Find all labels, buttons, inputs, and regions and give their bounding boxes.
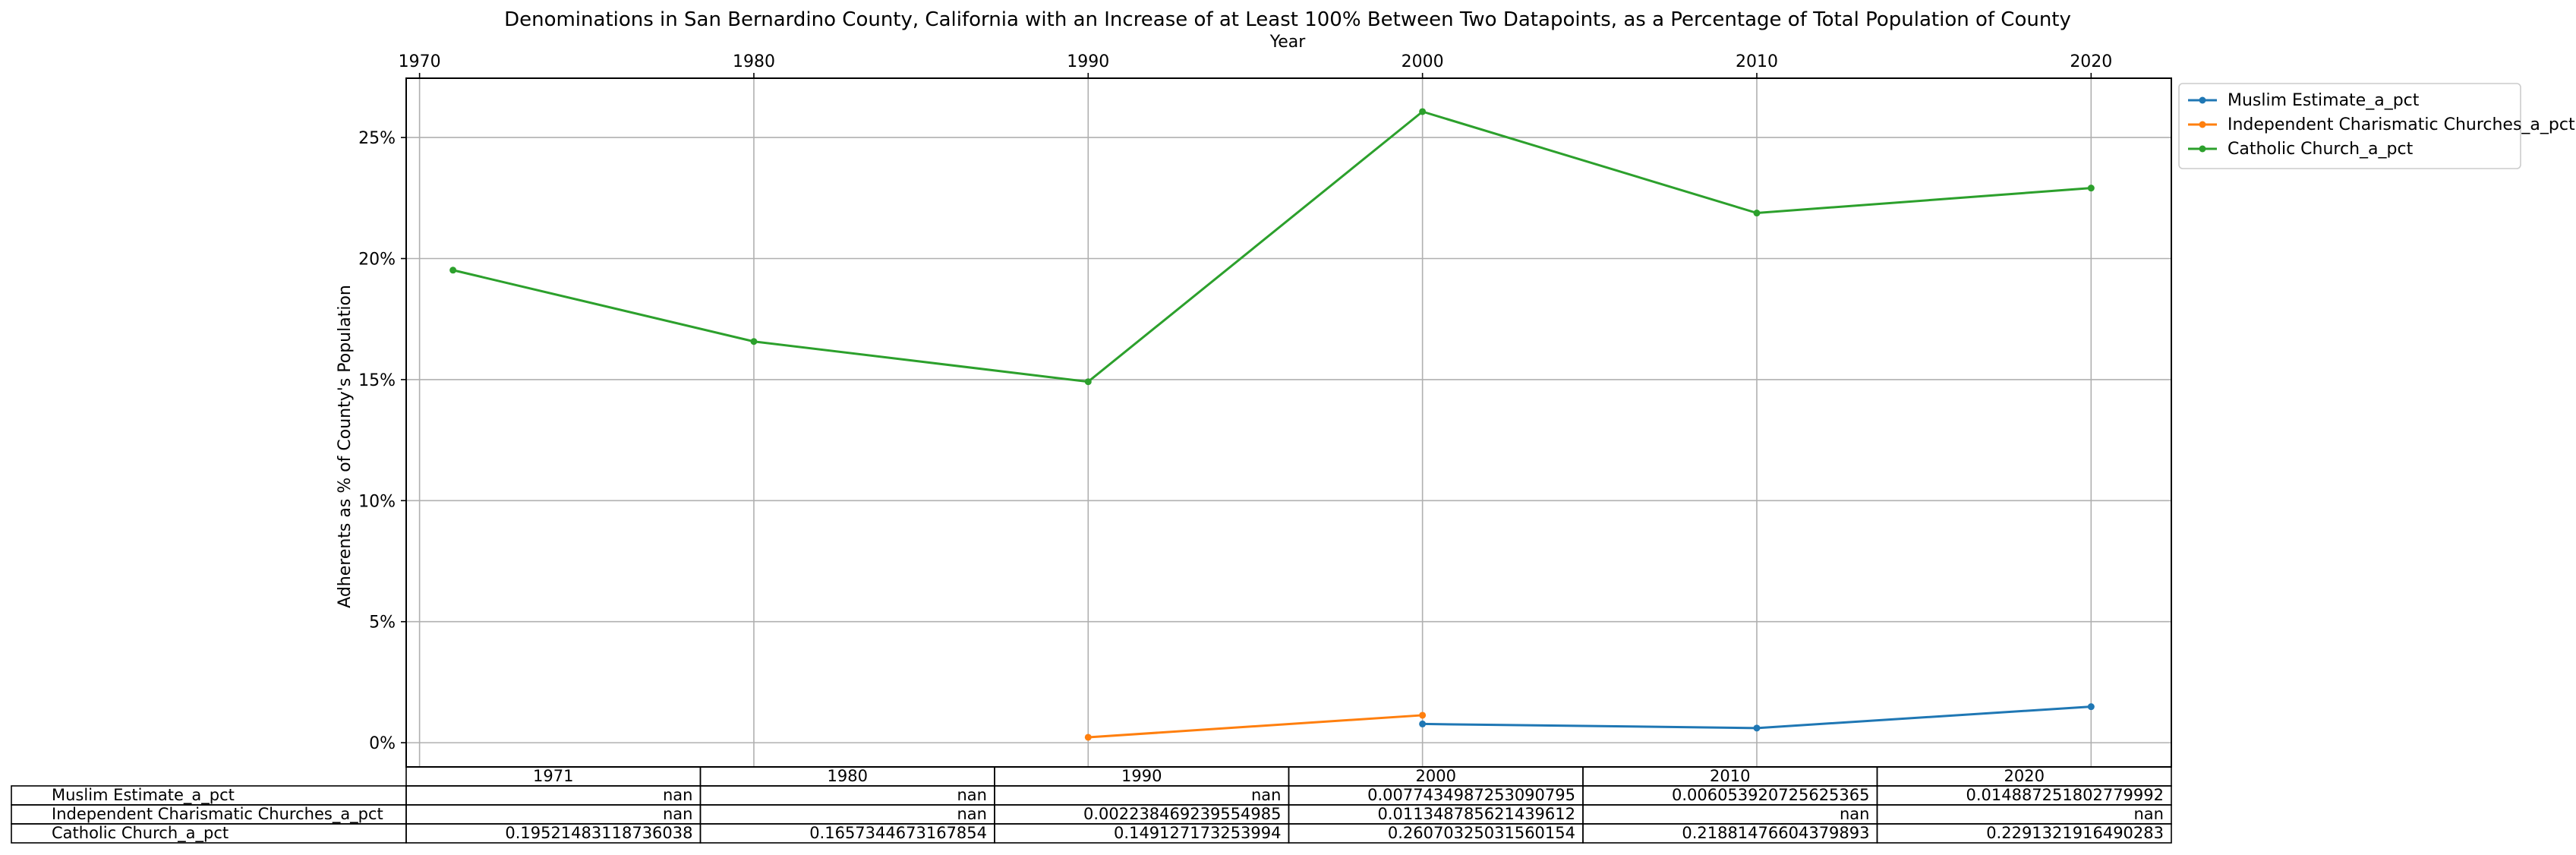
table-cell-value: 0.1657344673167854 [809, 824, 987, 842]
data-point [750, 338, 758, 345]
y-tick-label: 5% [369, 614, 396, 633]
legend-label: Muslim Estimate_a_pct [2228, 91, 2420, 110]
table-column-label: 2010 [1710, 767, 1750, 785]
series-line [1088, 714, 1423, 739]
table-cell-value: 0.26070325031560154 [1388, 824, 1575, 842]
table-cell [1582, 804, 1878, 825]
data-point [1419, 108, 1427, 115]
table-cell-value: nan [957, 805, 988, 823]
table-cell [1876, 804, 2172, 825]
data-point [449, 267, 457, 274]
data-point [2087, 703, 2095, 711]
data-series [449, 108, 2095, 741]
x-tick-label: 1970 [399, 52, 441, 71]
table-cell-value: 0.19521483118736038 [505, 824, 692, 842]
table-cell [405, 804, 702, 825]
legend-marker [2199, 121, 2206, 128]
series-line [452, 110, 2092, 383]
grid-lines [406, 78, 2171, 767]
table-column-label: 2020 [2004, 767, 2045, 785]
legend-item: Catholic Church_a_pct [2188, 140, 2414, 159]
table-cell-value: nan [957, 786, 988, 804]
y-tick-label: 15% [358, 371, 396, 390]
table-cell-value: nan [663, 786, 693, 804]
legend-frame [2178, 83, 2521, 169]
data-point [1084, 734, 1092, 741]
plot-area-frame [405, 77, 2172, 768]
table-row: Muslim Estimate_a_pct nan nan nan 0.00774349… [11, 785, 2172, 806]
x-tick-label: 1980 [733, 52, 775, 71]
x-tick-label: 2010 [1736, 52, 1778, 71]
table-cell-value: 0.149127173253994 [1114, 824, 1281, 842]
table-cell-value: nan [2134, 805, 2165, 823]
x-tick-label: 1990 [1067, 52, 1109, 71]
legend: Muslim Estimate_a_pct Independent Charism… [2178, 83, 2575, 169]
table-cell-value: 0.011348785621439612 [1377, 805, 1575, 823]
chart-title: Denominations in San Bernardino County, … [504, 8, 2071, 31]
x-tick-label: 2020 [2070, 52, 2112, 71]
table-row-label: Independent Charismatic Churches_a_pct [52, 805, 383, 824]
table-column-label: 1971 [533, 767, 573, 785]
table-cell [994, 785, 1290, 806]
table-cell-value: nan [1251, 786, 1282, 804]
table-cell-value: 0.2291321916490283 [1986, 824, 2164, 842]
table-cell [405, 785, 702, 806]
series-2 [449, 108, 2095, 386]
series-0 [1419, 703, 2095, 732]
table-row-label: Muslim Estimate_a_pct [52, 786, 235, 805]
y-tick-label: 0% [369, 734, 396, 753]
table-cell-value: nan [1840, 805, 1870, 823]
table-row: Independent Charismatic Churches_a_pct na… [11, 804, 2172, 825]
y-tick-label: 10% [358, 492, 396, 511]
table-column-label: 2000 [1416, 767, 1456, 785]
legend-marker [2199, 145, 2206, 153]
table-row: Catholic Church_a_pct 0.19521483118736038… [11, 823, 2172, 844]
x-axis-label: Year [1269, 33, 1307, 52]
y-tick-label: 20% [358, 251, 396, 270]
x-tick-label: 2000 [1402, 52, 1444, 71]
y-tick-label: 25% [358, 129, 396, 148]
table-cell-value: 0.006053920725625365 [1672, 786, 1870, 804]
table-cell-value: 0.014887251802779992 [1966, 786, 2164, 804]
legend-label: Independent Charismatic Churches_a_pct [2228, 115, 2575, 134]
data-point [1084, 378, 1092, 386]
axis-ticks: 1970 1980 1990 2000 2010 2020 0% 5% 10% 15% 20% 25% [358, 52, 2112, 753]
table-cell-value: 0.21881476604379893 [1682, 824, 1869, 842]
table-cell [699, 804, 995, 825]
legend-marker [2199, 96, 2206, 104]
legend-item: Muslim Estimate_a_pct [2188, 91, 2420, 110]
table-cell [1876, 823, 2172, 844]
table-cell-value: nan [663, 805, 693, 823]
table-cell-value: 0.0077434987253090795 [1367, 786, 1575, 804]
legend-label: Catholic Church_a_pct [2228, 140, 2414, 159]
table-row-label: Catholic Church_a_pct [52, 824, 229, 843]
data-point [1753, 724, 1761, 732]
data-point [1419, 720, 1427, 727]
series-1 [1084, 711, 1427, 741]
table-column-label: 1990 [1121, 767, 1162, 785]
table-column-label: 1980 [828, 767, 868, 785]
legend-item: Independent Charismatic Churches_a_pct [2188, 115, 2575, 134]
y-axis-label: Adherents as % of County's Population [336, 285, 355, 608]
data-point [1419, 711, 1427, 719]
table-cell [699, 785, 995, 806]
data-point [2087, 185, 2095, 192]
table-cell-value: 0.002238469239554985 [1083, 805, 1282, 823]
data-point [1753, 210, 1761, 217]
